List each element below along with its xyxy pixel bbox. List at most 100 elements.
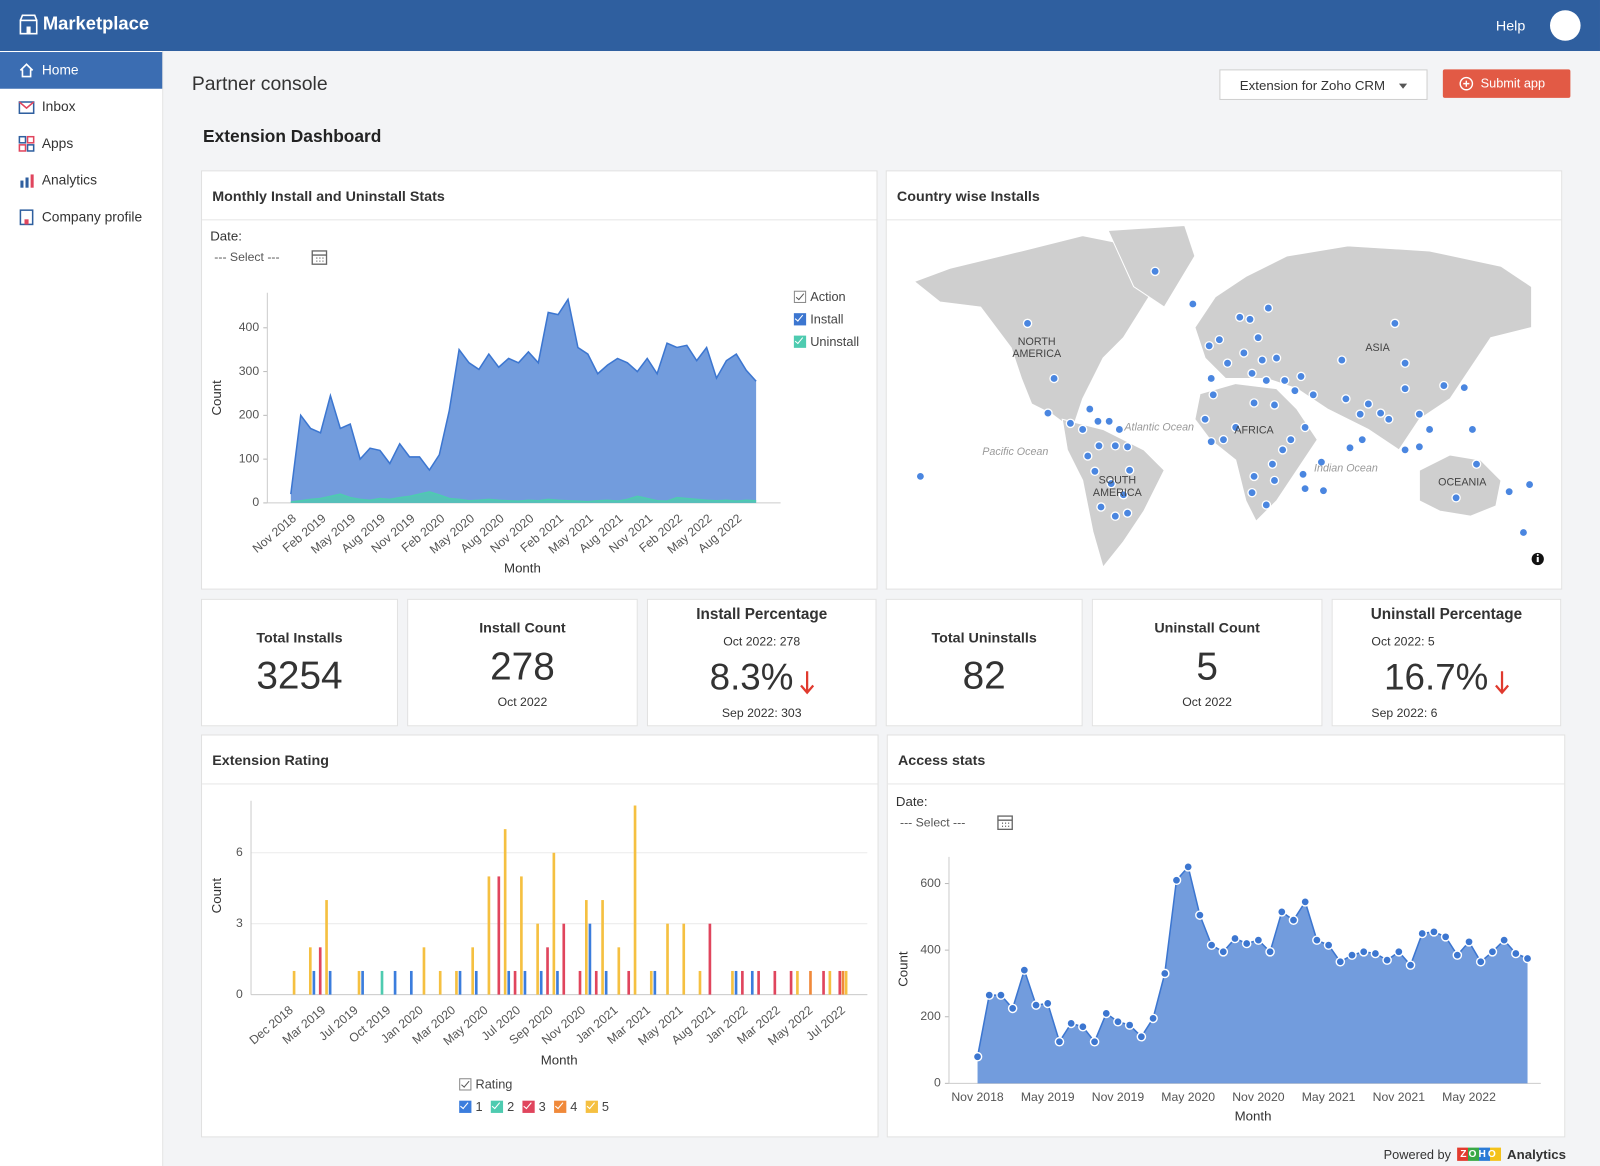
map-dot [1065, 418, 1076, 429]
date-placeholder: --- Select --- [214, 249, 280, 265]
map-dot [1451, 493, 1461, 503]
map-dot [1316, 457, 1327, 467]
kpi-current: Oct 2022: 5 [1371, 634, 1435, 649]
kpi-value: 82 [962, 654, 1006, 698]
top-bar: Marketplace Help [0, 0, 1600, 52]
map-dot [1345, 443, 1355, 453]
panel-header: Access stats [887, 735, 1565, 785]
legend-swatch [793, 313, 807, 326]
legend-title-row[interactable]: Action [793, 286, 859, 308]
map-dot [1277, 445, 1288, 455]
legend-item[interactable]: 1 [459, 1096, 483, 1118]
map-dot [1518, 527, 1529, 538]
map-dot [1247, 368, 1257, 379]
kpi-value: 3254 [256, 654, 343, 698]
date-select[interactable]: --- Select --- [896, 811, 1015, 834]
product-dropdown[interactable]: Extension for Zoho CRM [1219, 69, 1428, 100]
panel-header: Country wise Installs [886, 171, 1562, 221]
nav-item[interactable]: Apps [0, 125, 162, 162]
map-dot [1253, 332, 1263, 343]
legend-swatch [553, 1100, 567, 1113]
legend-title: Rating [475, 1077, 513, 1092]
kpi-value: 8.3% [709, 655, 794, 698]
checkbox [459, 1078, 472, 1091]
nav-label: Home [41, 62, 79, 78]
nav-item[interactable]: Home [0, 52, 163, 89]
install-panel: Monthly Install and Uninstall Stats Date… [201, 170, 878, 590]
legend-title: Action [810, 289, 846, 304]
map-dot [1375, 408, 1386, 418]
map-dot [1269, 400, 1280, 410]
brand[interactable]: Marketplace [42, 13, 150, 34]
legend-title-row[interactable]: Rating [459, 1073, 609, 1095]
calendar-icon [997, 815, 1013, 831]
legend-swatch [585, 1100, 598, 1113]
kpi-period: Oct 2022 [497, 694, 548, 709]
legend-item[interactable]: 5 [585, 1096, 609, 1118]
kpi-card: Total Uninstalls 82 [885, 598, 1083, 727]
kpi-card: Total Installs 3254 [201, 598, 398, 727]
legend-swatch [459, 1100, 472, 1113]
map-dot [1083, 451, 1093, 461]
legend-item[interactable]: Install [793, 308, 859, 330]
access-panel: Access stats Date: --- Select --- [886, 734, 1566, 1138]
map-dot [1504, 486, 1514, 497]
map-dot [1122, 508, 1133, 518]
kpi-title: Uninstall Count [1154, 619, 1260, 636]
panel-header: Extension Rating [202, 735, 878, 785]
ocean-label: Atlantic Ocean [1124, 421, 1195, 434]
map-dot [1357, 434, 1367, 445]
map-dot [1271, 353, 1282, 363]
down-arrow [799, 671, 814, 695]
map-dot [1110, 511, 1121, 521]
nav-label: Apps [41, 135, 74, 151]
map-dot [1150, 266, 1160, 277]
map-dot [1263, 303, 1274, 313]
date-select[interactable]: --- Select --- [210, 246, 329, 269]
map-dot [1206, 436, 1216, 447]
help-link[interactable]: Help [1495, 17, 1526, 34]
nav-item[interactable]: Inbox [0, 89, 162, 126]
panel-title: Access stats [897, 751, 986, 769]
nav-label: Inbox [41, 98, 76, 115]
footer: Powered by ZOHO Analytics [1384, 1147, 1566, 1162]
legend-item[interactable]: 3 [522, 1096, 546, 1118]
legend-item[interactable]: 4 [553, 1096, 577, 1118]
brand-icon [19, 14, 38, 35]
kpi-card: Install Percentage Oct 2022: 278 8.3% Sep 2… [646, 598, 877, 727]
nav-item[interactable]: Analytics [0, 162, 162, 199]
kpi-title: Total Uninstalls [931, 629, 1037, 646]
map-dot [1204, 341, 1214, 351]
legend-item[interactable]: Uninstall [793, 331, 859, 353]
avatar[interactable] [1549, 10, 1581, 41]
map-dot [1400, 383, 1410, 394]
nav-item[interactable]: Company profile [0, 199, 162, 236]
map-label: OCEANIA [1438, 476, 1487, 489]
page-title: Partner console [191, 73, 328, 95]
legend-swatch [522, 1100, 535, 1113]
kpi-previous: Sep 2022: 6 [1371, 705, 1438, 721]
sidebar: Home Inbox Apps Analytics Company profil… [0, 51, 164, 1166]
panel-title: Extension Rating [212, 751, 329, 769]
map-dot [1355, 409, 1365, 419]
legend-label: 2 [507, 1099, 515, 1114]
map-dot [1122, 442, 1133, 452]
map-dot [1400, 358, 1410, 368]
legend: Rating 1 2 3 4 5 [459, 1073, 609, 1118]
kpi-card: Uninstall Percentage Oct 2022: 5 16.7% Sep … [1331, 598, 1562, 727]
kpi-title: Uninstall Percentage [1370, 605, 1523, 624]
checkbox [793, 290, 807, 303]
nav-icon [19, 209, 34, 226]
map-dot [1267, 459, 1278, 469]
kpi-card: Uninstall Count 5 Oct 2022 [1091, 598, 1323, 727]
map-dot [1279, 375, 1290, 386]
panel-title: Monthly Install and Uninstall Stats [212, 187, 445, 205]
map-dot [1318, 485, 1329, 496]
legend-label: Install [810, 312, 844, 327]
legend-item[interactable]: 2 [490, 1096, 515, 1118]
map-dot [1384, 414, 1394, 425]
map-dot [1300, 422, 1310, 433]
submit-button[interactable]: Submit app [1442, 69, 1571, 98]
map-dot [1337, 355, 1347, 365]
